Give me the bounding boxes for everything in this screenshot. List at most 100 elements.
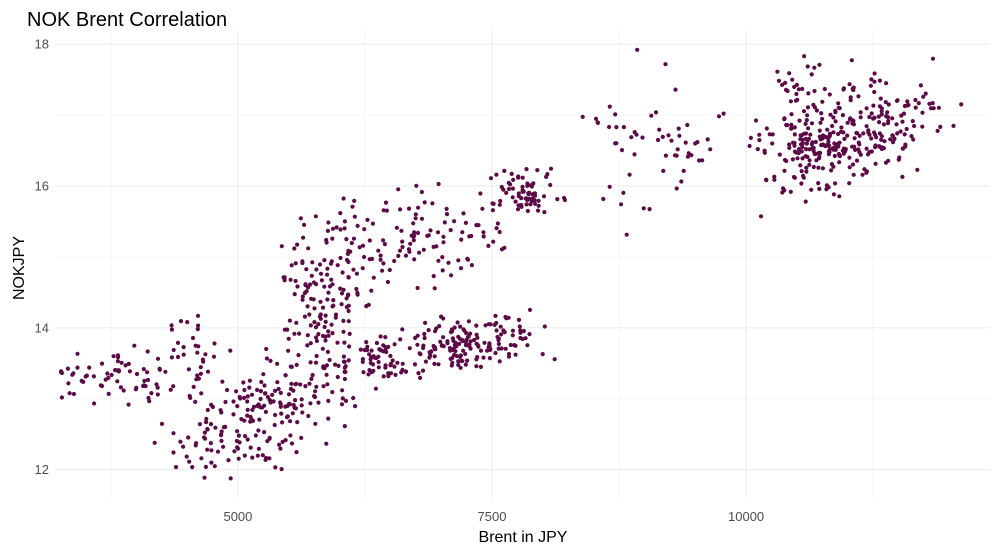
data-point <box>178 439 183 444</box>
data-point <box>341 329 346 334</box>
data-point <box>152 440 157 445</box>
data-point <box>641 206 646 211</box>
data-point <box>360 243 366 248</box>
data-point <box>342 226 347 231</box>
data-point <box>806 91 811 96</box>
data-point <box>481 234 486 239</box>
data-point <box>595 120 601 125</box>
y-tick-label: 18 <box>35 37 49 52</box>
data-point <box>245 437 250 442</box>
data-point <box>312 320 317 325</box>
data-point <box>601 196 606 202</box>
data-point <box>288 277 293 282</box>
data-point <box>281 275 286 280</box>
data-point <box>780 82 785 87</box>
data-point <box>99 361 105 366</box>
data-point <box>340 270 345 275</box>
data-point <box>303 384 308 389</box>
data-point <box>403 369 409 374</box>
data-point <box>331 298 336 303</box>
data-point <box>342 359 347 364</box>
data-point <box>232 449 237 454</box>
data-point <box>235 446 241 451</box>
data-point <box>247 385 252 390</box>
data-point <box>518 330 523 335</box>
data-point <box>632 152 637 157</box>
data-point <box>845 133 850 138</box>
data-point <box>468 346 473 351</box>
data-point <box>806 126 811 131</box>
data-point <box>833 181 838 186</box>
x-tick-label: 5000 <box>223 509 252 524</box>
data-point <box>300 410 305 415</box>
data-point <box>798 133 803 138</box>
data-point <box>482 340 487 345</box>
data-point <box>494 172 499 177</box>
data-point <box>406 206 412 211</box>
data-point <box>873 145 878 150</box>
data-point <box>516 203 521 208</box>
data-point <box>852 136 857 141</box>
data-point <box>809 121 815 126</box>
data-point <box>113 368 118 373</box>
data-point <box>326 290 331 295</box>
data-point <box>302 222 307 227</box>
data-point <box>800 156 805 161</box>
data-point <box>653 110 659 115</box>
data-point <box>235 429 240 434</box>
data-point <box>326 329 331 334</box>
data-point <box>126 402 131 407</box>
data-point <box>799 169 804 174</box>
data-point <box>369 348 374 353</box>
data-point <box>481 230 486 235</box>
data-point <box>879 112 884 117</box>
data-point <box>833 108 838 113</box>
data-point <box>930 101 935 106</box>
data-point <box>464 330 469 336</box>
data-point <box>831 130 836 135</box>
data-point <box>335 340 340 345</box>
data-point <box>292 331 297 336</box>
data-point <box>267 397 272 402</box>
data-point <box>455 320 460 325</box>
data-point <box>463 220 468 225</box>
data-point <box>867 132 872 137</box>
data-point <box>199 456 204 461</box>
data-point <box>683 140 688 145</box>
data-point <box>368 357 373 362</box>
data-point <box>498 324 503 329</box>
data-point <box>666 133 671 138</box>
data-point <box>663 62 668 67</box>
data-point <box>313 389 318 394</box>
data-point <box>509 171 514 176</box>
data-point <box>384 208 389 213</box>
data-point <box>445 341 450 346</box>
data-point <box>501 187 506 192</box>
data-point <box>155 385 160 390</box>
data-point <box>279 411 284 416</box>
chart-title: NOK Brent Correlation <box>27 9 227 31</box>
data-point <box>528 183 534 188</box>
data-point <box>856 140 861 145</box>
data-point <box>820 116 825 122</box>
data-point <box>923 91 928 96</box>
data-point <box>171 431 176 436</box>
x-tick-label: 7500 <box>478 509 507 524</box>
data-point <box>836 131 841 137</box>
data-point <box>627 172 632 177</box>
data-point <box>333 362 338 367</box>
data-point <box>369 370 374 375</box>
data-point <box>316 322 321 327</box>
data-point <box>491 239 496 244</box>
data-point <box>286 348 291 353</box>
data-point <box>895 98 900 103</box>
data-point <box>408 241 413 246</box>
data-point <box>87 365 92 370</box>
data-point <box>877 104 883 109</box>
data-point <box>341 318 346 323</box>
data-point <box>532 191 538 196</box>
data-point <box>877 78 883 83</box>
data-point <box>322 258 327 263</box>
data-point <box>792 143 797 148</box>
data-point <box>790 157 796 162</box>
